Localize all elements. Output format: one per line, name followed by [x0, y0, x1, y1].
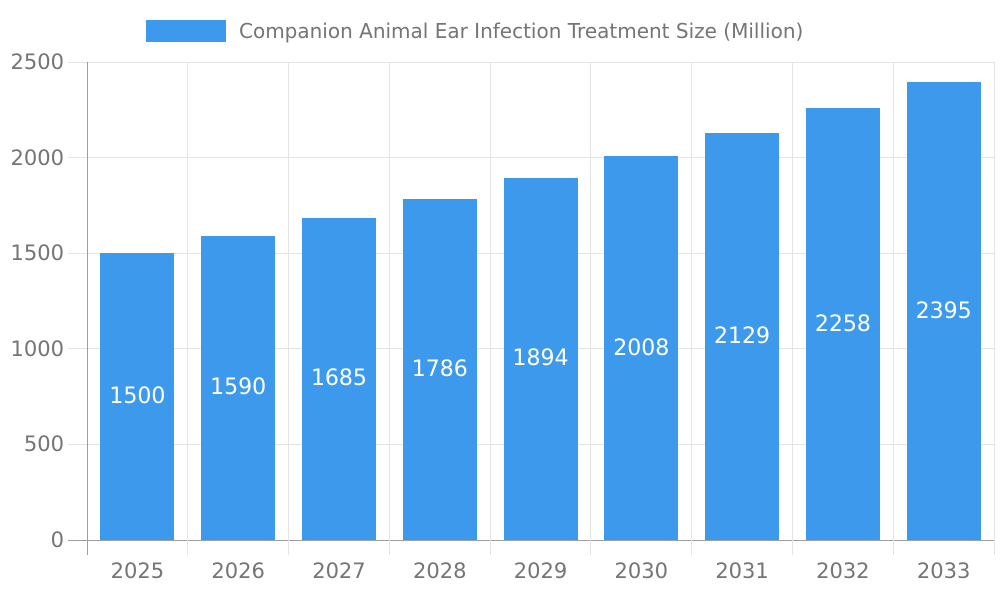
x-axis-tick-label: 2026	[211, 559, 265, 583]
bar-value-label: 1500	[109, 384, 166, 410]
y-axis-tick-label: 1000	[10, 336, 64, 361]
gridline-x-8	[892, 62, 894, 555]
x-axis-tick-label: 2033	[916, 559, 971, 583]
bar-value-label: 1685	[310, 366, 367, 392]
gridline-x-7	[791, 62, 793, 555]
gridline-y-2500	[68, 61, 994, 63]
bar-2025[interactable]: 1500	[100, 253, 175, 540]
gridline-x-9	[993, 62, 995, 555]
bar-2029[interactable]: 1894	[503, 177, 578, 540]
bar-2030[interactable]: 2008	[604, 156, 679, 540]
x-axis-tick-label: 2025	[110, 559, 165, 583]
gridline-x-4	[489, 62, 491, 555]
gridline-x-5	[590, 62, 592, 555]
bar-value-label: 2129	[714, 323, 771, 349]
gridline-x-6	[691, 62, 693, 555]
y-axis-tick-label: 500	[23, 432, 64, 457]
x-axis-tick-label: 2031	[715, 559, 769, 583]
legend-swatch-icon	[146, 20, 226, 42]
bar-2026[interactable]: 1590	[201, 235, 276, 540]
gridline-x-2	[288, 62, 290, 555]
gridline-x-1	[187, 62, 189, 555]
bar-value-label: 1590	[210, 375, 267, 401]
bar-value-label: 2008	[613, 335, 670, 361]
y-axis-tick-label: 2500	[10, 50, 64, 74]
bar-2027[interactable]: 1685	[301, 217, 376, 540]
plot-area: 0 500 1000 1500 2000 2500 1500 2025 1590 2026 1685…	[11, 50, 995, 583]
bar-2033[interactable]: 2395	[906, 82, 981, 540]
bar-2028[interactable]: 1786	[402, 198, 477, 540]
bar-value-label: 1894	[512, 346, 569, 372]
x-axis-tick-label: 2030	[614, 559, 668, 583]
x-axis-tick-label: 2027	[312, 559, 366, 583]
bar-2032[interactable]: 2258	[805, 108, 880, 540]
x-axis-tick-label: 2029	[513, 559, 568, 583]
bar-value-label: 2258	[814, 311, 871, 337]
bar-value-label: 2395	[915, 298, 972, 324]
gridline-x-3	[388, 62, 390, 555]
bar-2031[interactable]: 2129	[705, 132, 780, 540]
legend-label: Companion Animal Ear Infection Treatment…	[239, 19, 804, 43]
y-axis-tick-label: 0	[50, 528, 64, 552]
gridline-y-2000	[68, 157, 994, 159]
chart-legend[interactable]: Companion Animal Ear Infection Treatment…	[146, 18, 803, 44]
y-axis-tick-label: 1500	[10, 241, 64, 266]
bar-value-label: 1786	[411, 356, 468, 382]
y-axis-tick-label: 2000	[10, 145, 64, 170]
y-axis-line	[86, 62, 88, 555]
x-axis-tick-label: 2032	[816, 559, 870, 583]
x-axis-tick-label: 2028	[412, 559, 467, 583]
x-axis-line	[68, 539, 994, 541]
